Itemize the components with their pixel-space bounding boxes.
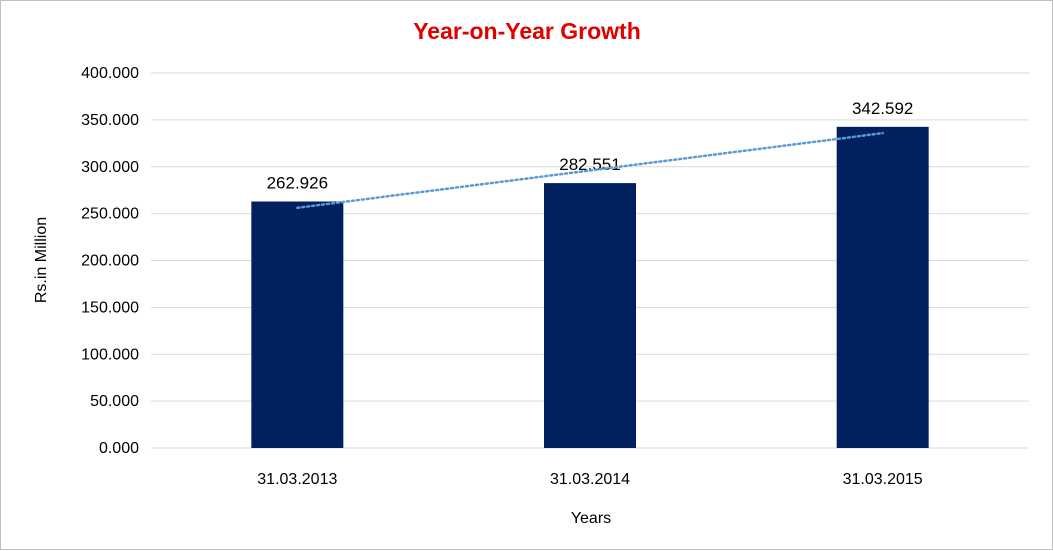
x-tick-labels: 31.03.2013 31.03.2014 31.03.2015	[257, 471, 923, 488]
trendline	[296, 131, 884, 210]
x-tick-label: 31.03.2014	[550, 471, 630, 488]
y-axis-label: Rs.in Million	[33, 217, 50, 303]
y-tick-label: 150.000	[81, 299, 139, 316]
y-tick-labels: 0.000 50.000 100.000 150.000 200.000 250.000 3…	[81, 65, 139, 457]
bar	[836, 126, 929, 448]
data-label: 262.926	[267, 174, 328, 193]
x-axis-label: Years	[571, 510, 611, 527]
chart-title: Year-on-Year Growth	[413, 18, 641, 44]
y-tick-label: 250.000	[81, 206, 139, 223]
y-tick-label: 0.000	[99, 440, 139, 457]
y-tick-label: 350.000	[81, 112, 139, 129]
data-label: 342.592	[852, 99, 913, 118]
bars	[251, 126, 929, 448]
x-tick-label: 31.03.2013	[257, 471, 337, 488]
trendline-group	[296, 131, 884, 210]
y-tick-label: 50.000	[90, 393, 139, 410]
bar	[251, 201, 344, 448]
y-tick-label: 400.000	[81, 65, 139, 82]
y-tick-label: 200.000	[81, 253, 139, 270]
y-tick-label: 100.000	[81, 346, 139, 363]
bar	[544, 183, 636, 448]
y-tick-label: 300.000	[81, 159, 139, 176]
x-tick-label: 31.03.2015	[843, 471, 923, 488]
